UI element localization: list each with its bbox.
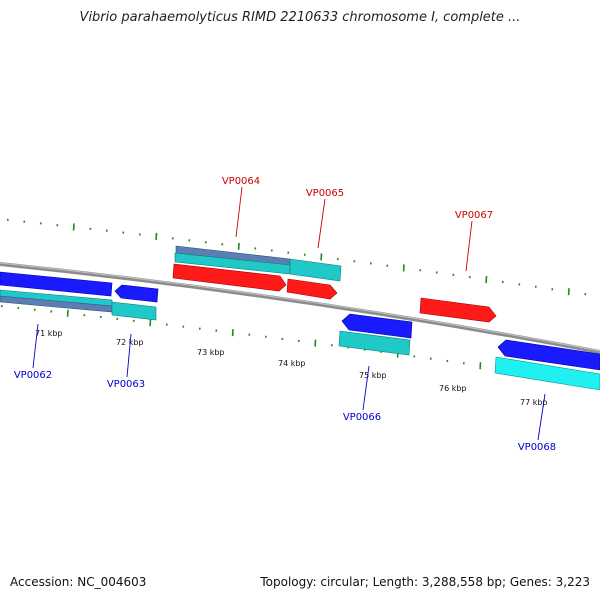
vp0063-cds-arrow[interactable] — [114, 284, 159, 303]
feature-vp0067[interactable] — [419, 297, 497, 323]
leader-vp0062 — [32, 323, 39, 369]
scale-label-76: 76 kbp — [439, 384, 467, 393]
gene-label-vp0067[interactable]: VP0067 — [455, 210, 493, 221]
feature-vp0062[interactable] — [0, 271, 113, 313]
gene-label-vp0064[interactable]: VP0064 — [222, 176, 260, 187]
feature-vp0063[interactable] — [111, 284, 159, 321]
leader-vp0064 — [235, 186, 243, 238]
gene-label-vp0065[interactable]: VP0065 — [306, 188, 344, 199]
chromosome-backbone-highlight — [0, 262, 600, 352]
vp0068-cds-arrow[interactable] — [497, 339, 600, 371]
vp0064-cds-arrow[interactable] — [172, 263, 287, 292]
scale-label-74: 74 kbp — [278, 359, 306, 368]
leader-vp0063 — [126, 333, 132, 378]
accession-text: Accession: NC_004603 — [10, 575, 147, 589]
vp0068-gene-bar[interactable] — [494, 356, 600, 391]
gene-label-vp0066[interactable]: VP0066 — [343, 412, 381, 423]
leader-vp0068 — [537, 393, 546, 441]
scale-label-73: 73 kbp — [197, 348, 225, 357]
gene-label-vp0063[interactable]: VP0063 — [107, 379, 145, 390]
map-title: Vibrio parahaemolyticus RIMD 2210633 chr… — [79, 10, 521, 25]
feature-vp0065[interactable] — [286, 258, 342, 300]
leader-vp0067 — [465, 220, 473, 272]
feature-vp0068[interactable] — [494, 339, 600, 391]
feature-vp0066[interactable] — [338, 313, 413, 356]
feature-vp0064[interactable] — [172, 245, 291, 292]
scale-label-75: 75 kbp — [359, 371, 387, 380]
gene-label-vp0062[interactable]: VP0062 — [14, 370, 52, 381]
vp0062-cds-arrow[interactable] — [0, 271, 113, 297]
leader-vp0065 — [317, 198, 326, 249]
vp0065-gene-bar[interactable] — [289, 258, 342, 282]
gene-label-vp0068[interactable]: VP0068 — [518, 442, 556, 453]
scale-label-71: 71 kbp — [35, 329, 63, 338]
vp0067-cds-arrow[interactable] — [419, 297, 497, 323]
scale-label-77: 77 kbp — [520, 398, 548, 407]
vp0065-cds-arrow[interactable] — [286, 278, 338, 300]
chromosome-backbone — [0, 262, 600, 354]
vp0066-gene-bar[interactable] — [338, 330, 411, 356]
upper-tick-row — [6, 218, 587, 296]
summary-text: Topology: circular; Length: 3,288,558 bp… — [260, 575, 590, 589]
vp0063-gene-bar[interactable] — [111, 301, 157, 321]
vp0066-cds-arrow[interactable] — [341, 313, 413, 339]
leader-vp0066 — [362, 365, 370, 411]
